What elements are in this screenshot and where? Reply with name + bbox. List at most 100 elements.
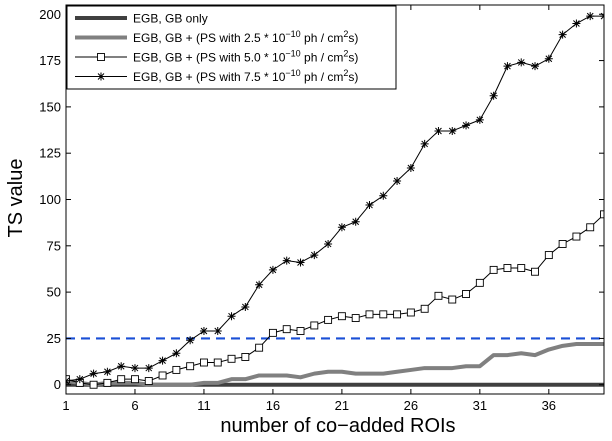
data-point bbox=[296, 327, 305, 335]
data-point bbox=[351, 217, 360, 226]
data-point bbox=[379, 191, 388, 200]
y-tick-label: 75 bbox=[47, 238, 61, 253]
data-point bbox=[103, 378, 112, 387]
data-point bbox=[448, 126, 457, 135]
data-point bbox=[393, 176, 402, 185]
data-point bbox=[517, 58, 526, 67]
data-point bbox=[268, 328, 277, 337]
data-point bbox=[241, 302, 250, 311]
data-point bbox=[213, 327, 222, 336]
data-point bbox=[144, 377, 153, 385]
data-point bbox=[199, 358, 208, 367]
legend: EGB, GB only EGB, GB + (PS with 2.5 * 10−… bbox=[66, 5, 397, 90]
data-point bbox=[89, 380, 98, 389]
y-tick-label: 175 bbox=[39, 53, 61, 68]
data-point bbox=[158, 356, 167, 365]
legend-marker bbox=[97, 53, 105, 61]
data-point bbox=[227, 312, 236, 321]
data-point bbox=[586, 12, 595, 21]
data-point bbox=[406, 164, 415, 173]
data-point bbox=[448, 295, 457, 304]
data-point bbox=[324, 315, 333, 324]
data-point bbox=[255, 343, 264, 352]
plot-area bbox=[66, 12, 604, 389]
data-point bbox=[310, 321, 319, 330]
y-tick-label: 150 bbox=[39, 99, 61, 114]
x-axis-title: number of co−added ROIs bbox=[220, 415, 455, 437]
data-point bbox=[503, 264, 512, 272]
data-point bbox=[172, 365, 181, 374]
y-tick-label: 0 bbox=[54, 377, 61, 392]
data-point bbox=[337, 223, 346, 232]
data-point bbox=[572, 19, 581, 28]
data-point bbox=[103, 367, 112, 376]
x-tick-label: 1 bbox=[62, 398, 69, 413]
data-point bbox=[75, 375, 84, 384]
x-tick-label: 21 bbox=[335, 398, 349, 413]
data-point bbox=[337, 312, 346, 321]
series-line-3 bbox=[66, 213, 604, 386]
x-tick-label: 11 bbox=[197, 398, 211, 413]
data-point bbox=[489, 91, 498, 100]
series-line-2 bbox=[66, 341, 604, 387]
data-point bbox=[324, 239, 333, 248]
legend-label: EGB, GB + (PS with 7.5 * 10−10 ph / cm2s… bbox=[133, 68, 358, 84]
data-point bbox=[572, 232, 581, 241]
data-point bbox=[144, 364, 153, 373]
data-point bbox=[213, 358, 222, 367]
data-point bbox=[282, 256, 291, 265]
data-point bbox=[130, 364, 139, 373]
data-point bbox=[586, 223, 595, 232]
data-point bbox=[406, 308, 415, 317]
data-point bbox=[186, 362, 195, 371]
data-point bbox=[434, 126, 443, 135]
data-point bbox=[462, 290, 471, 298]
data-point bbox=[199, 327, 208, 336]
data-point bbox=[365, 201, 374, 210]
data-point bbox=[517, 264, 526, 272]
y-tick-label: 100 bbox=[39, 192, 61, 207]
data-point bbox=[475, 278, 484, 287]
data-point bbox=[544, 251, 553, 260]
x-tick-label: 31 bbox=[473, 398, 487, 413]
y-tick-label: 200 bbox=[39, 7, 61, 22]
data-point bbox=[351, 314, 360, 323]
data-point bbox=[434, 291, 443, 300]
data-point bbox=[255, 280, 264, 289]
data-point bbox=[475, 115, 484, 124]
data-point bbox=[420, 139, 429, 148]
data-point bbox=[282, 325, 291, 334]
data-point bbox=[131, 375, 139, 384]
x-tick-label: 36 bbox=[542, 398, 556, 413]
legend-marker bbox=[97, 72, 105, 81]
data-point bbox=[531, 62, 540, 71]
data-point bbox=[531, 267, 539, 276]
data-point bbox=[158, 371, 167, 380]
data-point bbox=[89, 369, 98, 378]
data-point bbox=[462, 121, 471, 130]
data-point bbox=[186, 336, 195, 345]
x-tick-label: 16 bbox=[266, 398, 280, 413]
series-group bbox=[66, 12, 604, 389]
series-line-4 bbox=[66, 15, 604, 382]
legend-label: EGB, GB only bbox=[133, 12, 208, 26]
data-point bbox=[365, 310, 374, 319]
y-axis-title: TS value bbox=[5, 159, 27, 238]
data-point bbox=[489, 265, 498, 274]
y-tick-label: 25 bbox=[47, 331, 61, 346]
data-point bbox=[117, 362, 126, 371]
data-point bbox=[393, 310, 402, 319]
data-point bbox=[227, 354, 236, 363]
data-point bbox=[544, 54, 553, 63]
x-tick-label: 6 bbox=[131, 398, 138, 413]
data-point bbox=[558, 30, 567, 39]
data-point bbox=[600, 210, 604, 219]
data-point bbox=[296, 258, 305, 267]
x-tick-label: 26 bbox=[404, 398, 418, 413]
data-point bbox=[268, 265, 277, 274]
legend-label: EGB, GB + (PS with 5.0 * 10−10 ph / cm2s… bbox=[133, 49, 358, 65]
data-point bbox=[420, 304, 429, 313]
data-point bbox=[558, 240, 567, 248]
